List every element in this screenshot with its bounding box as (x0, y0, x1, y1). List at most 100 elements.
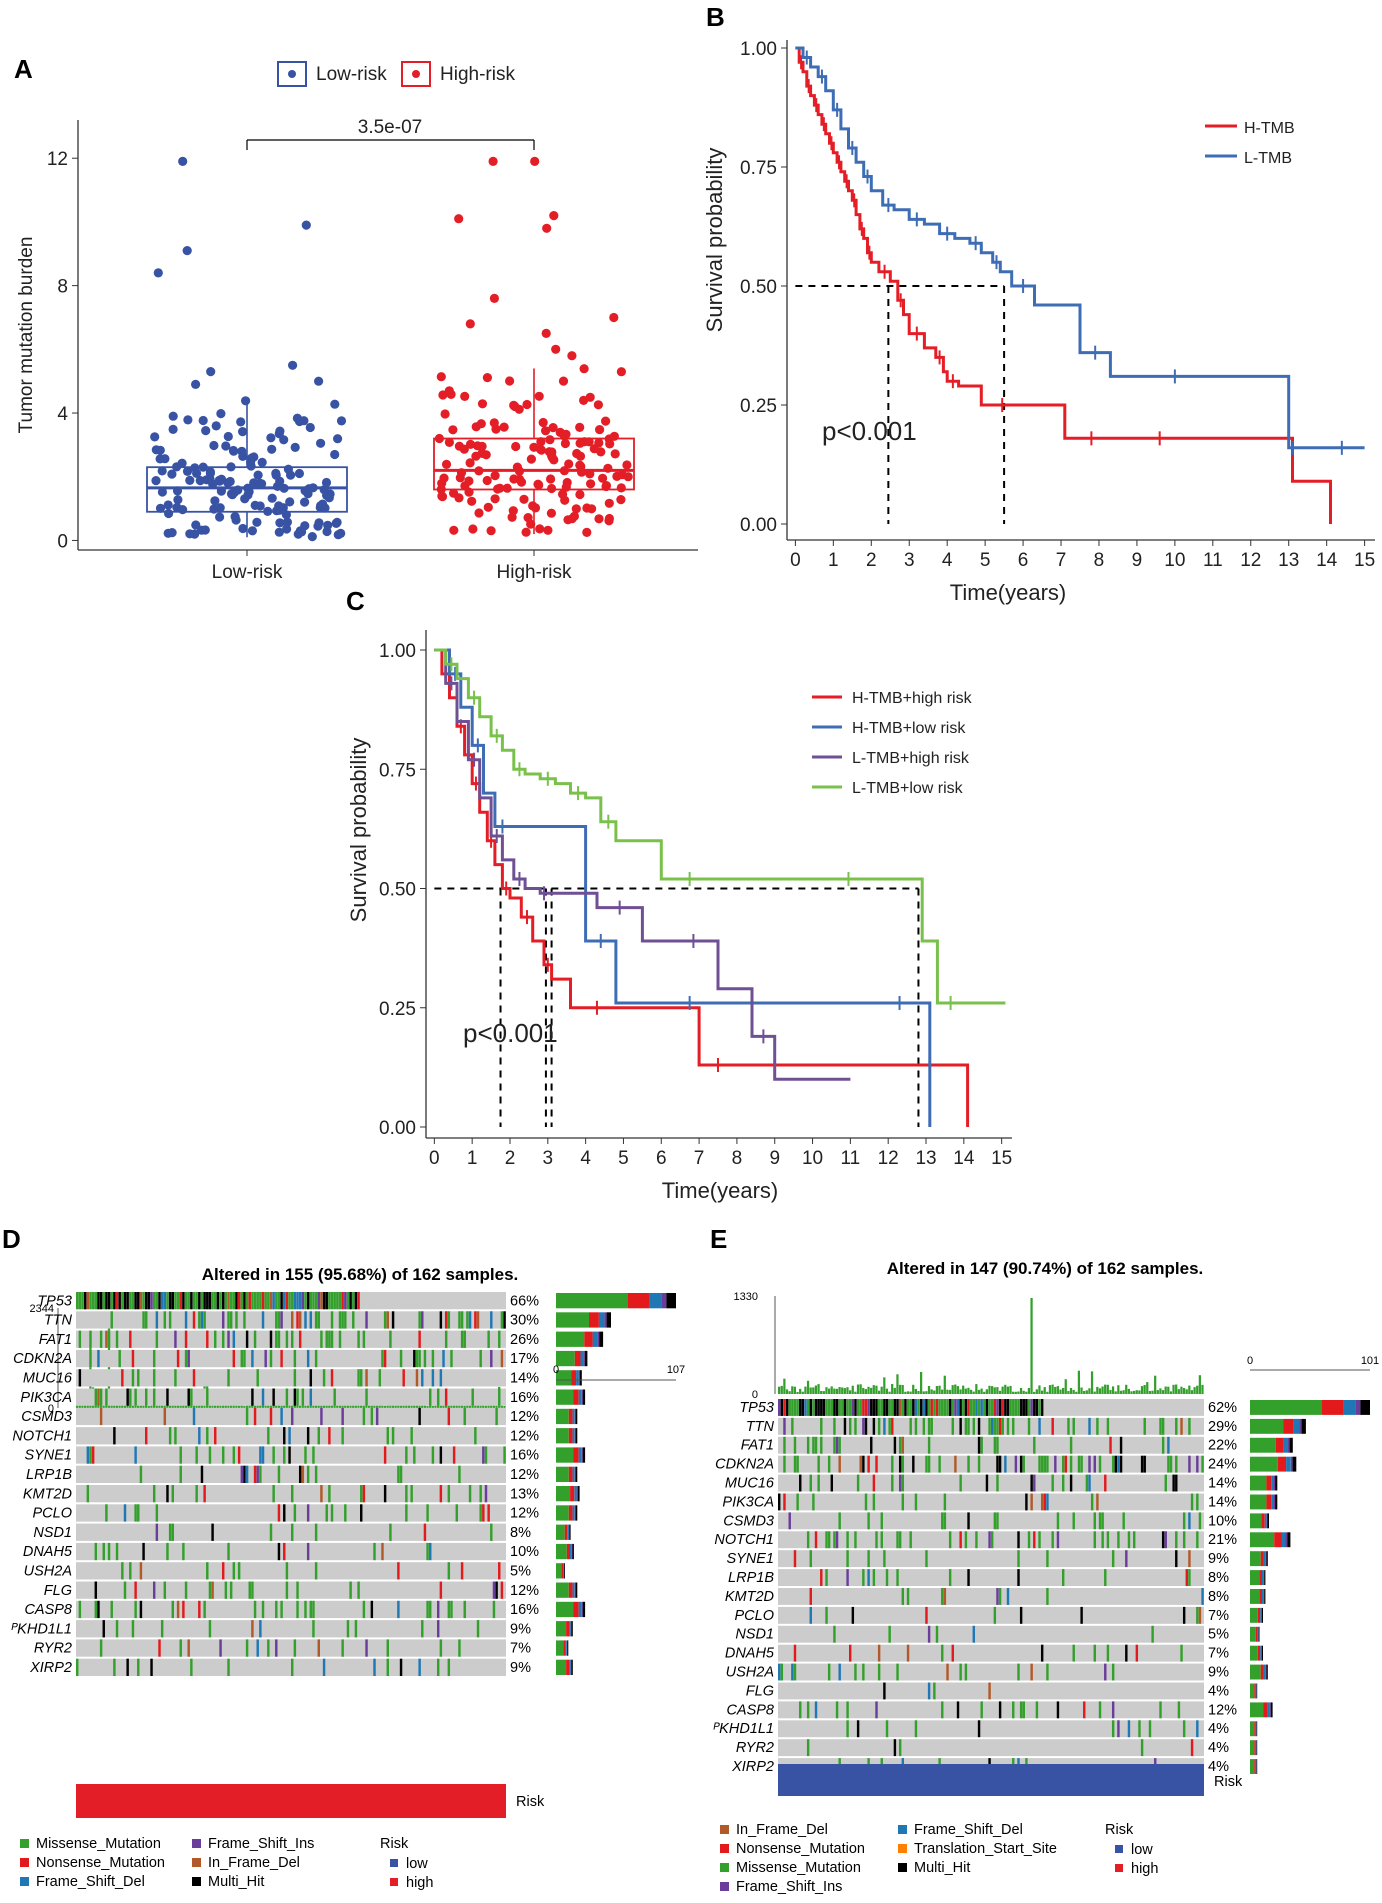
d-pct-label-13: 10% (510, 1544, 539, 1560)
e-cell-3-129 (1117, 1455, 1120, 1473)
e-cell-3-7 (796, 1455, 799, 1473)
point-0-111 (275, 505, 285, 515)
d-side-seg-19-1 (566, 1659, 570, 1675)
point-1-134 (491, 424, 501, 434)
e-side-seg-3-4 (1292, 1456, 1297, 1472)
e-cell-8-56 (925, 1550, 928, 1568)
d-cell-7-72 (267, 1427, 270, 1445)
point-0-103 (178, 505, 188, 515)
e-gene-label-1: TTN (746, 1419, 775, 1435)
e-tmb-bar-59 (933, 1390, 936, 1394)
b-x-tick-label-2: 2 (866, 550, 877, 571)
b-y-tick-label-3: 0.75 (740, 158, 777, 179)
point-1-14 (502, 483, 512, 493)
e-cell-1-85 (1001, 1417, 1004, 1435)
d-cell-15-58 (229, 1581, 233, 1599)
d-cell-16-24 (139, 1600, 143, 1619)
d-side-seg-11-0 (556, 1505, 569, 1521)
y-tick-label-a-3: 12 (47, 149, 68, 170)
e-tmb-bar-115 (1080, 1387, 1083, 1394)
d-tmb-bar-145 (460, 1404, 464, 1408)
d-cell-16-36 (171, 1600, 174, 1619)
d-tmb-bar-132 (426, 1406, 429, 1408)
d-cell-11-87 (306, 1504, 310, 1522)
e-legend-swatch-6 (898, 1863, 907, 1872)
d-tmb-bar-78 (283, 1403, 286, 1408)
d-cell-11-153 (482, 1504, 485, 1522)
e-tmb-bar-123 (1101, 1386, 1104, 1394)
e-cell-16-152 (1177, 1701, 1181, 1719)
point-0-92 (255, 478, 265, 488)
e-cell-0-10 (804, 1399, 807, 1416)
d-tmb-bar-158 (495, 1404, 498, 1408)
c-x-tick-label-3: 3 (543, 1148, 554, 1169)
d-cell-9-68 (256, 1465, 259, 1483)
d-cell-11-124 (405, 1504, 408, 1522)
e-cell-3-90 (1014, 1455, 1018, 1473)
d-cell-2-155 (487, 1330, 490, 1348)
point-0-93 (230, 511, 240, 522)
d-cell-0-46 (198, 1292, 201, 1310)
d-cell-1-101 (344, 1311, 347, 1329)
point-0-95 (252, 517, 262, 527)
d-cell-16-86 (304, 1600, 307, 1619)
e-tmb-bar-125 (1106, 1384, 1109, 1394)
e-cell-7-46 (898, 1531, 902, 1549)
d-cell-2-49 (206, 1330, 209, 1348)
d-cell-0-13 (110, 1292, 113, 1310)
e-cell-16-145 (1159, 1701, 1162, 1719)
e-cell-7-37 (875, 1531, 878, 1549)
e-legend-swatch-3 (720, 1882, 729, 1891)
d-cell-0-41 (184, 1292, 188, 1310)
e-tmb-bar-39 (880, 1386, 883, 1394)
d-cell-1-25 (142, 1311, 145, 1329)
d-cell-7-78 (283, 1427, 286, 1445)
e-cell-10-87 (1006, 1588, 1010, 1605)
e-side-seg-16-1 (1263, 1702, 1268, 1718)
d-cell-0-27 (147, 1292, 151, 1310)
e-cell-0-95 (1027, 1399, 1031, 1416)
d-side-seg-10-0 (556, 1486, 571, 1502)
e-tmb-bar-118 (1088, 1388, 1091, 1394)
e-cell-3-83 (996, 1455, 999, 1473)
d-cell-15-157 (492, 1581, 496, 1599)
e-side-seg-17-3 (1256, 1721, 1257, 1737)
c-y-tick-label-1: 0.25 (379, 999, 416, 1020)
point-1-66 (609, 431, 620, 441)
point-1-149 (444, 386, 454, 396)
legend-b: H-TMB L-TMB (1205, 120, 1295, 167)
e-cell-7-14 (814, 1531, 818, 1549)
d-cell-2-15 (115, 1330, 119, 1348)
e-cell-5-52 (914, 1493, 918, 1511)
e-cell-1-125 (1106, 1417, 1110, 1435)
d-cell-0-66 (251, 1292, 254, 1310)
d-cell-19-57 (227, 1658, 230, 1676)
point-1-121 (541, 426, 551, 436)
e-cell-0-27 (849, 1399, 852, 1416)
e-cell-3-76 (977, 1455, 981, 1473)
e-cell-11-56 (925, 1606, 928, 1624)
panel-label-e: E (710, 1224, 727, 1254)
e-gene-label-3: CDKN2A (715, 1457, 774, 1473)
e-cell-7-22 (835, 1531, 839, 1549)
e-tmb-bar-112 (1072, 1389, 1075, 1394)
d-cell-7-37 (174, 1427, 177, 1445)
d-cell-1-84 (298, 1311, 302, 1329)
e-cell-9-18 (825, 1569, 828, 1586)
e-tmb-bar-41 (885, 1388, 889, 1394)
e-side-seg-11-0 (1250, 1607, 1258, 1623)
e-side-seg-3-0 (1250, 1456, 1278, 1472)
d-cell-2-118 (389, 1330, 392, 1348)
d-cell-11-107 (360, 1504, 363, 1522)
e-tmb-bar-77 (980, 1388, 983, 1394)
d-side-seg-10-3 (576, 1486, 578, 1502)
e-tmb-bar-105 (1054, 1386, 1057, 1394)
e-side-seg-8-2 (1263, 1551, 1266, 1567)
d-cell-19-28 (150, 1658, 153, 1676)
d-cell-5-8 (97, 1388, 100, 1406)
d-tmb-bar-148 (468, 1404, 472, 1408)
d-tmb-bar-64 (245, 1405, 249, 1408)
d-cell-5-29 (152, 1388, 156, 1406)
d-cell-3-128 (415, 1349, 419, 1368)
e-row-bg-9 (778, 1569, 1204, 1586)
